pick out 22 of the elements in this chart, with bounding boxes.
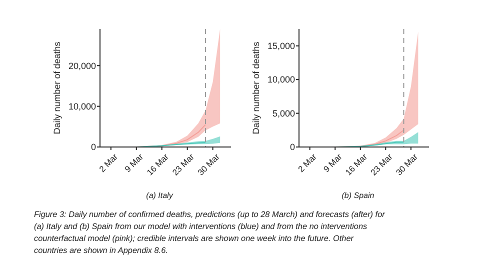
text: (a) Italy (146, 191, 174, 200)
x-tick-label: 30 Mar (394, 151, 420, 178)
y-tick-label: 5,000 (272, 108, 295, 118)
y-tick-label: 0 (90, 142, 96, 152)
x-tick-label: 23 Mar (170, 151, 196, 178)
x-tick-label: 9 Mar (122, 151, 146, 174)
text: (b) Spain (342, 191, 375, 200)
y-axis-title: Daily number of deaths (251, 41, 261, 134)
x-tick-label: 30 Mar (196, 151, 222, 178)
y-tick-label: 0 (290, 142, 295, 152)
y-tick-label: 20,000 (68, 60, 96, 71)
caption: Figure 3: Daily number of confirmed deaths, predictions (up to 28 March) and forecasts (after) for (a) Italy and (b) Spain from our model with interventions (blue) and from the no interventions counterfactual model (pink); credible intervals are shown one week into the future. Other countries are shown in Appendix 8.6. (34, 210, 386, 255)
y-tick-label: 10,000 (68, 101, 96, 112)
x-tick-label: 16 Mar (343, 151, 370, 178)
y-axis-title: Daily number of deaths (52, 41, 62, 134)
x-tick-label: 2 Mar (296, 151, 319, 174)
y-tick-label: 15,000 (267, 41, 295, 52)
x-tick-label: 16 Mar (144, 151, 171, 178)
x-tick-label: 9 Mar (321, 151, 344, 174)
x-tick-label: 23 Mar (368, 151, 394, 178)
y-tick-label: 10,000 (267, 74, 295, 85)
x-tick-label: 2 Mar (97, 151, 120, 174)
